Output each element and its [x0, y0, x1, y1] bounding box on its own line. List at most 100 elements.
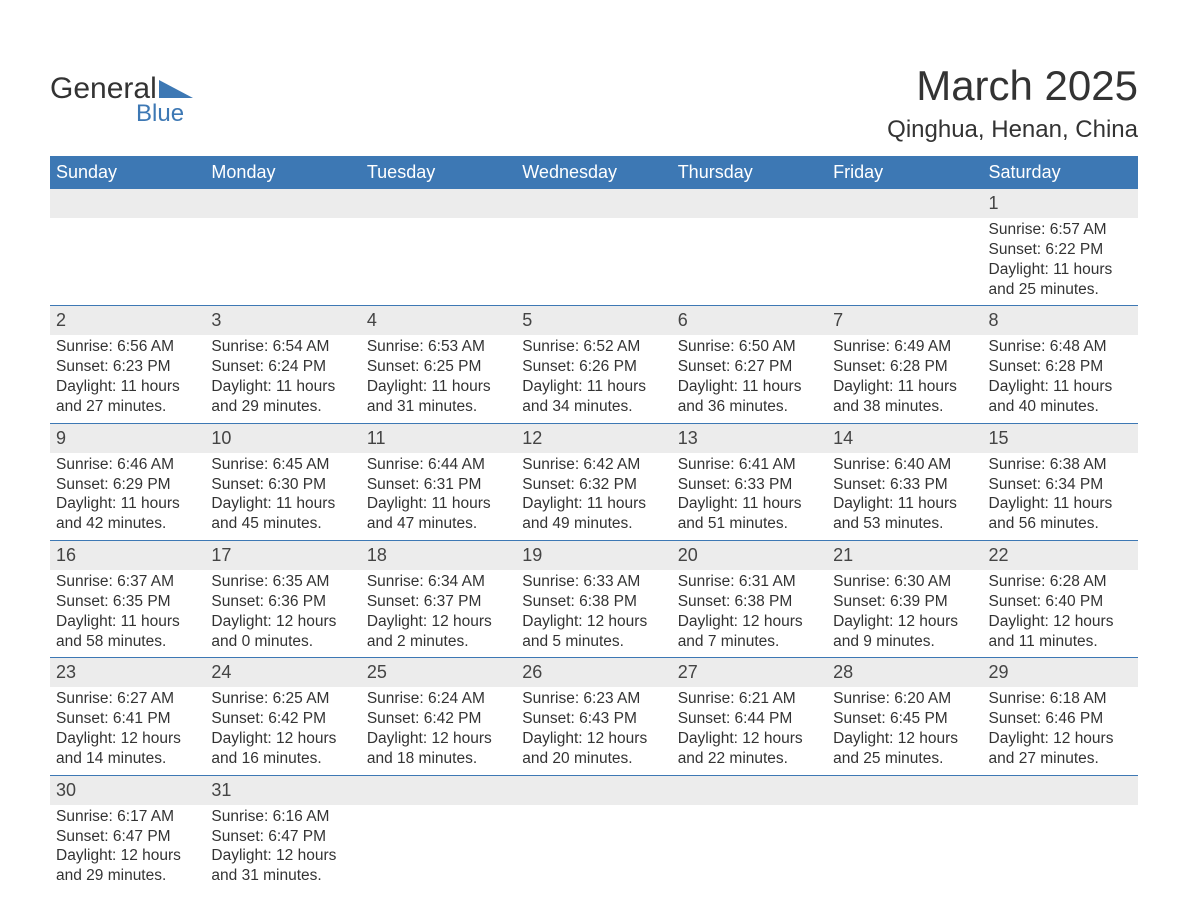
daylight-line1: Daylight: 11 hours — [367, 494, 510, 514]
daylight-line2: and 25 minutes. — [989, 280, 1132, 300]
daylight-line2: and 27 minutes. — [989, 749, 1132, 769]
day-data-cell: Sunrise: 6:52 AMSunset: 6:26 PMDaylight:… — [516, 335, 671, 423]
daylight-line1: Daylight: 11 hours — [211, 377, 354, 397]
day-header: Monday — [205, 156, 360, 189]
sunrise-line: Sunrise: 6:25 AM — [211, 689, 354, 709]
sunrise-line: Sunrise: 6:49 AM — [833, 337, 976, 357]
day-data-cell: Sunrise: 6:28 AMSunset: 6:40 PMDaylight:… — [983, 570, 1138, 658]
title-block: March 2025 Qinghua, Henan, China — [887, 62, 1138, 144]
sunset-line: Sunset: 6:24 PM — [211, 357, 354, 377]
day-data-cell — [672, 218, 827, 306]
day-data-cell — [827, 218, 982, 306]
sunset-line: Sunset: 6:22 PM — [989, 240, 1132, 260]
sunset-line: Sunset: 6:28 PM — [833, 357, 976, 377]
daylight-line2: and 11 minutes. — [989, 632, 1132, 652]
sunset-line: Sunset: 6:35 PM — [56, 592, 199, 612]
day-number-cell: 16 — [50, 541, 205, 571]
daylight-line1: Daylight: 12 hours — [989, 729, 1132, 749]
daylight-line2: and 27 minutes. — [56, 397, 199, 417]
daylight-line2: and 58 minutes. — [56, 632, 199, 652]
day-data-cell — [516, 218, 671, 306]
daylight-line1: Daylight: 11 hours — [989, 260, 1132, 280]
daylight-line2: and 18 minutes. — [367, 749, 510, 769]
sunrise-line: Sunrise: 6:57 AM — [989, 220, 1132, 240]
daylight-line1: Daylight: 11 hours — [522, 377, 665, 397]
sunrise-line: Sunrise: 6:56 AM — [56, 337, 199, 357]
day-data-cell: Sunrise: 6:25 AMSunset: 6:42 PMDaylight:… — [205, 687, 360, 775]
daylight-line1: Daylight: 11 hours — [56, 377, 199, 397]
daylight-line1: Daylight: 12 hours — [522, 729, 665, 749]
day-number-cell: 20 — [672, 541, 827, 571]
sunrise-line: Sunrise: 6:40 AM — [833, 455, 976, 475]
day-data-cell: Sunrise: 6:31 AMSunset: 6:38 PMDaylight:… — [672, 570, 827, 658]
sunrise-line: Sunrise: 6:16 AM — [211, 807, 354, 827]
sunrise-line: Sunrise: 6:38 AM — [989, 455, 1132, 475]
daylight-line1: Daylight: 11 hours — [833, 494, 976, 514]
day-number-cell: 18 — [361, 541, 516, 571]
sunrise-line: Sunrise: 6:41 AM — [678, 455, 821, 475]
day-data-row: Sunrise: 6:17 AMSunset: 6:47 PMDaylight:… — [50, 805, 1138, 892]
day-header: Wednesday — [516, 156, 671, 189]
calendar-table: Sunday Monday Tuesday Wednesday Thursday… — [50, 156, 1138, 892]
day-data-cell: Sunrise: 6:18 AMSunset: 6:46 PMDaylight:… — [983, 687, 1138, 775]
daylight-line1: Daylight: 11 hours — [56, 612, 199, 632]
sunrise-line: Sunrise: 6:53 AM — [367, 337, 510, 357]
daylight-line2: and 51 minutes. — [678, 514, 821, 534]
sunset-line: Sunset: 6:47 PM — [211, 827, 354, 847]
day-number-cell: 21 — [827, 541, 982, 571]
day-data-cell — [361, 805, 516, 892]
day-data-cell: Sunrise: 6:17 AMSunset: 6:47 PMDaylight:… — [50, 805, 205, 892]
daylight-line1: Daylight: 12 hours — [678, 612, 821, 632]
day-data-cell: Sunrise: 6:27 AMSunset: 6:41 PMDaylight:… — [50, 687, 205, 775]
daylight-line2: and 38 minutes. — [833, 397, 976, 417]
day-data-row: Sunrise: 6:37 AMSunset: 6:35 PMDaylight:… — [50, 570, 1138, 658]
day-data-cell — [827, 805, 982, 892]
day-data-cell — [672, 805, 827, 892]
day-number-cell — [50, 189, 205, 218]
sunset-line: Sunset: 6:38 PM — [522, 592, 665, 612]
daylight-line2: and 45 minutes. — [211, 514, 354, 534]
daylight-line1: Daylight: 11 hours — [989, 377, 1132, 397]
day-data-cell: Sunrise: 6:42 AMSunset: 6:32 PMDaylight:… — [516, 453, 671, 541]
sunset-line: Sunset: 6:26 PM — [522, 357, 665, 377]
daylight-line2: and 14 minutes. — [56, 749, 199, 769]
day-data-cell: Sunrise: 6:21 AMSunset: 6:44 PMDaylight:… — [672, 687, 827, 775]
sunrise-line: Sunrise: 6:45 AM — [211, 455, 354, 475]
daylight-line1: Daylight: 11 hours — [522, 494, 665, 514]
daylight-line1: Daylight: 11 hours — [989, 494, 1132, 514]
daylight-line1: Daylight: 11 hours — [678, 494, 821, 514]
sunrise-line: Sunrise: 6:48 AM — [989, 337, 1132, 357]
sunrise-line: Sunrise: 6:18 AM — [989, 689, 1132, 709]
day-data-cell: Sunrise: 6:49 AMSunset: 6:28 PMDaylight:… — [827, 335, 982, 423]
day-data-row: Sunrise: 6:46 AMSunset: 6:29 PMDaylight:… — [50, 453, 1138, 541]
month-title: March 2025 — [887, 62, 1138, 110]
day-number-row: 16171819202122 — [50, 541, 1138, 571]
day-number-cell — [672, 775, 827, 805]
day-header: Tuesday — [361, 156, 516, 189]
daylight-line2: and 36 minutes. — [678, 397, 821, 417]
day-number-cell: 27 — [672, 658, 827, 688]
sunset-line: Sunset: 6:36 PM — [211, 592, 354, 612]
daylight-line2: and 34 minutes. — [522, 397, 665, 417]
day-number-cell: 5 — [516, 306, 671, 336]
sunset-line: Sunset: 6:25 PM — [367, 357, 510, 377]
sunset-line: Sunset: 6:43 PM — [522, 709, 665, 729]
day-data-cell: Sunrise: 6:40 AMSunset: 6:33 PMDaylight:… — [827, 453, 982, 541]
day-number-cell: 24 — [205, 658, 360, 688]
daylight-line1: Daylight: 12 hours — [522, 612, 665, 632]
day-header-row: Sunday Monday Tuesday Wednesday Thursday… — [50, 156, 1138, 189]
day-data-cell: Sunrise: 6:54 AMSunset: 6:24 PMDaylight:… — [205, 335, 360, 423]
day-data-cell — [205, 218, 360, 306]
daylight-line1: Daylight: 12 hours — [833, 612, 976, 632]
day-number-row: 1 — [50, 189, 1138, 218]
day-data-cell: Sunrise: 6:53 AMSunset: 6:25 PMDaylight:… — [361, 335, 516, 423]
sunset-line: Sunset: 6:42 PM — [211, 709, 354, 729]
day-data-cell: Sunrise: 6:41 AMSunset: 6:33 PMDaylight:… — [672, 453, 827, 541]
daylight-line2: and 29 minutes. — [56, 866, 199, 886]
daylight-line2: and 40 minutes. — [989, 397, 1132, 417]
sunrise-line: Sunrise: 6:31 AM — [678, 572, 821, 592]
sunset-line: Sunset: 6:40 PM — [989, 592, 1132, 612]
day-number-cell — [983, 775, 1138, 805]
day-number-cell: 10 — [205, 423, 360, 453]
day-data-cell — [361, 218, 516, 306]
